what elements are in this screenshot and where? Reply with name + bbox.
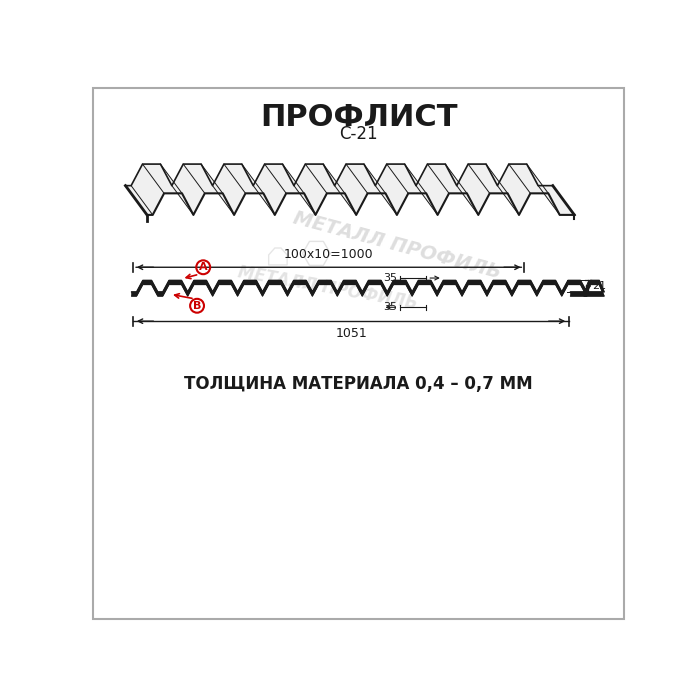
Polygon shape [253, 164, 286, 215]
Polygon shape [538, 186, 574, 215]
Polygon shape [131, 164, 164, 215]
Text: С-21: С-21 [340, 125, 378, 143]
Polygon shape [294, 164, 327, 215]
Polygon shape [405, 164, 438, 215]
Polygon shape [526, 164, 560, 215]
Polygon shape [323, 164, 356, 215]
Text: 21: 21 [592, 281, 606, 291]
Text: ПРОФЛИСТ: ПРОФЛИСТ [260, 103, 458, 132]
Polygon shape [486, 164, 519, 215]
Polygon shape [386, 164, 426, 193]
Polygon shape [468, 164, 508, 193]
Polygon shape [375, 164, 408, 215]
Polygon shape [305, 164, 345, 193]
Polygon shape [416, 164, 449, 215]
Text: ТОЛЩИНА МАТЕРИАЛА 0,4 – 0,7 ММ: ТОЛЩИНА МАТЕРИАЛА 0,4 – 0,7 ММ [184, 375, 533, 393]
Polygon shape [160, 164, 193, 215]
Polygon shape [125, 186, 153, 215]
Text: 35: 35 [384, 273, 398, 283]
Text: 35: 35 [384, 302, 398, 312]
Text: В: В [193, 301, 201, 311]
Polygon shape [498, 164, 531, 215]
Polygon shape [172, 164, 205, 215]
Polygon shape [509, 164, 548, 193]
Polygon shape [183, 164, 223, 193]
Polygon shape [143, 164, 182, 193]
Text: А: А [199, 262, 207, 272]
Text: 1051: 1051 [335, 328, 367, 340]
Polygon shape [241, 164, 275, 215]
Polygon shape [364, 164, 397, 215]
Polygon shape [283, 164, 316, 215]
Polygon shape [132, 280, 604, 296]
Polygon shape [335, 164, 368, 215]
Polygon shape [224, 164, 263, 193]
Polygon shape [445, 164, 478, 215]
Polygon shape [346, 164, 386, 193]
Text: 100х10=1000: 100х10=1000 [284, 248, 374, 261]
Polygon shape [213, 164, 246, 215]
Polygon shape [428, 164, 467, 193]
Polygon shape [456, 164, 490, 215]
Polygon shape [201, 164, 234, 215]
Text: МЕТАЛЛ ПРОФИЛЬ: МЕТАЛЛ ПРОФИЛЬ [291, 209, 503, 283]
Polygon shape [265, 164, 304, 193]
Text: МЕТАЛЛ ПРОФИЛЬ: МЕТАЛЛ ПРОФИЛЬ [237, 263, 419, 313]
